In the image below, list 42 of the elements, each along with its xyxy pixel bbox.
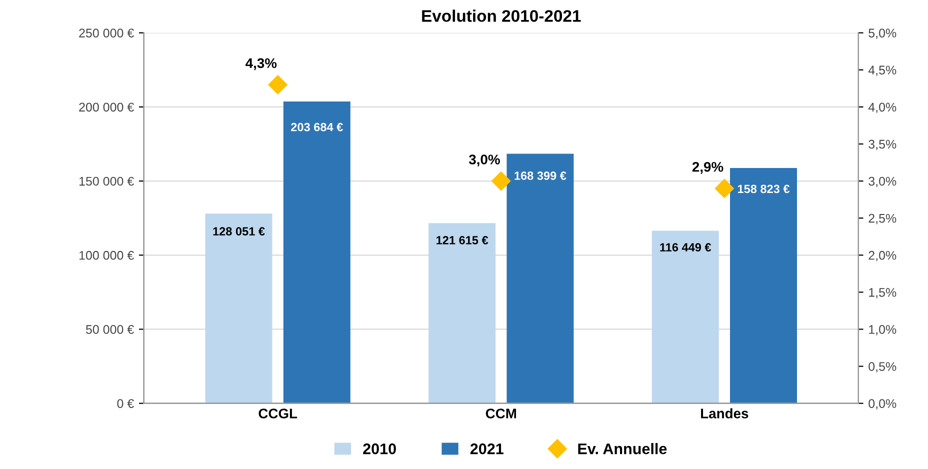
y-tick-label: 150 000 € <box>79 176 134 186</box>
y2-tick-label: 2,0% <box>868 250 896 262</box>
point <box>268 75 288 94</box>
y2-tick-label: 4,0% <box>868 102 896 114</box>
y2-tick-label: 3,5% <box>868 140 896 150</box>
data-label: 2,9% <box>692 162 724 174</box>
data-label: 128 051 € <box>213 227 265 236</box>
y2-tick-label: 1,0% <box>869 325 896 336</box>
legend-label: 2021 <box>470 443 504 454</box>
x-tick-label: CCM <box>486 408 516 418</box>
point <box>714 178 734 198</box>
y2-tick-label: 5,0% <box>868 28 896 39</box>
bar <box>205 214 272 404</box>
x-tick-label: Landes <box>701 408 748 418</box>
legend-label: 2010 <box>363 443 396 454</box>
data-label: 158 823 € <box>738 184 790 194</box>
chart-title: Evolution 2010-2021 <box>422 10 581 22</box>
y-tick-label: 0 € <box>117 399 134 408</box>
data-label: 203 684 € <box>291 122 343 132</box>
bar <box>428 223 496 404</box>
bar <box>283 101 350 404</box>
data-label: 116 449 € <box>660 243 712 252</box>
y2-tick-label: 3,0% <box>868 176 896 188</box>
y-tick-label: 250 000 € <box>79 28 134 38</box>
legend-label: Ev. Annuelle <box>578 443 667 454</box>
y-tick-label: 50 000 € <box>86 325 134 334</box>
data-label: 3,0% <box>468 154 500 166</box>
bar <box>506 154 574 404</box>
y2-tick-label: 0,0% <box>868 399 896 410</box>
point <box>492 172 511 191</box>
bar <box>652 230 719 404</box>
x-tick-label: CCGL <box>258 408 298 418</box>
y2-tick-label: 1,5% <box>869 288 896 298</box>
y2-tick-label: 2,5% <box>868 214 896 224</box>
y-tick-label: 200 000 € <box>79 102 134 112</box>
y-tick-label: 100 000 € <box>79 250 134 260</box>
data-label: 121 615 € <box>436 236 488 244</box>
y2-tick-label: 4,5% <box>868 66 896 76</box>
data-label: 4,3% <box>246 58 277 70</box>
y2-tick-label: 0,5% <box>868 362 896 372</box>
bar <box>730 168 797 404</box>
data-label: 168 399 € <box>514 172 566 180</box>
